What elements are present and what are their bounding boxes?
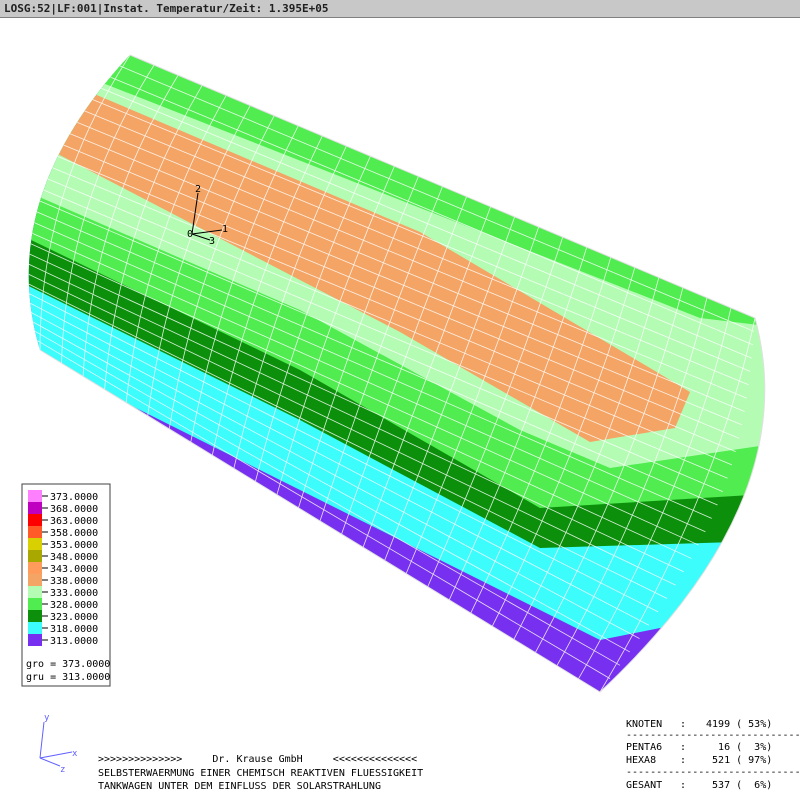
mini-axes: [39, 721, 73, 767]
legend-label: 348.0000: [50, 552, 98, 563]
stats-colon: :: [680, 719, 686, 730]
stats-value: 16 ( 3%): [700, 742, 772, 753]
triad-label: 0: [187, 229, 193, 240]
legend-swatch: [28, 550, 42, 562]
footer-line: SELBSTERWAERMUNG EINER CHEMISCH REAKTIVE…: [98, 768, 423, 779]
stats-label: KNOTEN: [626, 719, 662, 730]
triad-label: 3: [209, 236, 215, 247]
legend-label: 323.0000: [50, 612, 98, 623]
legend-swatch: [28, 538, 42, 550]
stats-label: HEXA8: [626, 755, 656, 766]
triad-label: 1: [222, 224, 228, 235]
legend-label: 363.0000: [50, 516, 98, 527]
legend-gru: gru = 313.0000: [26, 672, 110, 683]
legend-swatch: [28, 634, 42, 646]
legend-label: 358.0000: [50, 528, 98, 539]
stats-colon: :: [680, 742, 686, 753]
legend-swatch: [28, 562, 42, 574]
stats-separator: -------------------------------: [626, 767, 800, 778]
stats-value: 537 ( 6%): [700, 780, 772, 791]
legend-swatch: [28, 598, 42, 610]
legend-swatch: [28, 610, 42, 622]
stats-colon: :: [680, 755, 686, 766]
legend-label: 343.0000: [50, 564, 98, 575]
legend-swatch: [28, 586, 42, 598]
legend-swatch: [28, 574, 42, 586]
legend-label: 318.0000: [50, 624, 98, 635]
legend-swatch: [28, 490, 42, 502]
legend-swatch: [28, 502, 42, 514]
mini-axis-label: z: [60, 765, 65, 775]
stats-separator: -------------------------------: [626, 730, 800, 741]
legend-label: 353.0000: [50, 540, 98, 551]
legend-swatch: [28, 526, 42, 538]
stats-colon: :: [680, 780, 686, 791]
legend-label: 338.0000: [50, 576, 98, 587]
stats-value: 4199 ( 53%): [700, 719, 772, 730]
mini-axis-label: y: [44, 713, 50, 723]
legend-label: 368.0000: [50, 504, 98, 515]
mini-axis-label: x: [72, 749, 78, 759]
stats-value: 521 ( 97%): [700, 755, 772, 766]
legend-label: 373.0000: [50, 492, 98, 503]
legend-swatch: [28, 622, 42, 634]
legend-label: 333.0000: [50, 588, 98, 599]
footer-line: TANKWAGEN UNTER DEM EINFLUSS DER SOLARST…: [98, 781, 381, 792]
stats-label: PENTA6: [626, 742, 662, 753]
legend-gro: gro = 373.0000: [26, 659, 110, 670]
triad-label: 2: [195, 184, 201, 195]
stats-label: GESANT: [626, 780, 662, 791]
title-bar: LOSG:52|LF:001|Instat. Temperatur/Zeit: …: [0, 0, 800, 18]
axis-triad: [191, 192, 223, 241]
legend-label: 328.0000: [50, 600, 98, 611]
legend-label: 313.0000: [50, 636, 98, 647]
footer-banner: >>>>>>>>>>>>>> Dr. Krause GmbH <<<<<<<<<…: [98, 754, 417, 765]
legend-swatch: [28, 514, 42, 526]
cylinder-model: [28, 55, 765, 692]
